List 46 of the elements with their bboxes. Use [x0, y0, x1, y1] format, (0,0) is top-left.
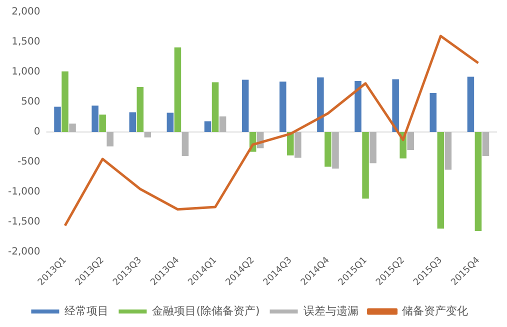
bar — [69, 124, 76, 132]
y-tick-label: -2,000 — [8, 246, 40, 258]
legend-label: 经常项目 — [64, 304, 109, 318]
bar — [242, 80, 249, 132]
bar — [317, 77, 324, 132]
bar — [407, 132, 414, 150]
bar — [430, 93, 437, 132]
bar — [144, 132, 152, 138]
bar — [182, 132, 189, 156]
bar — [474, 132, 482, 231]
bar — [332, 132, 339, 169]
legend-label: 金融项目(除储备资产) — [152, 304, 260, 318]
legend-label: 储备资产变化 — [402, 304, 468, 318]
bar — [62, 71, 68, 132]
bar — [204, 121, 212, 132]
bar — [287, 132, 294, 156]
bar — [99, 114, 106, 132]
bar — [54, 106, 61, 132]
y-tick-label: -1,500 — [8, 216, 40, 228]
bar — [467, 76, 474, 132]
bar — [280, 82, 286, 132]
bar — [392, 79, 399, 132]
bar — [212, 82, 219, 132]
bar — [106, 132, 114, 146]
bar — [324, 132, 332, 167]
bar — [92, 106, 98, 132]
legend-label: 误差与遗漏 — [303, 304, 358, 318]
bar — [482, 132, 490, 156]
bar — [437, 132, 444, 229]
bar — [370, 132, 376, 164]
bar — [294, 132, 302, 158]
bar — [166, 112, 174, 132]
bar — [354, 81, 362, 132]
y-tick-label: 1,500 — [12, 36, 40, 48]
bar — [136, 87, 144, 132]
y-tick-label: 500 — [21, 96, 40, 108]
y-tick-label: 0 — [34, 126, 40, 138]
y-tick-label: 1,000 — [12, 66, 40, 78]
y-tick-label: 2,000 — [12, 6, 40, 18]
bar — [219, 116, 226, 132]
y-tick-label: -1,000 — [8, 186, 40, 198]
bar — [129, 112, 136, 132]
bar — [174, 47, 182, 132]
bar — [444, 132, 452, 170]
bar — [362, 132, 369, 199]
y-tick-label: -500 — [18, 156, 40, 168]
